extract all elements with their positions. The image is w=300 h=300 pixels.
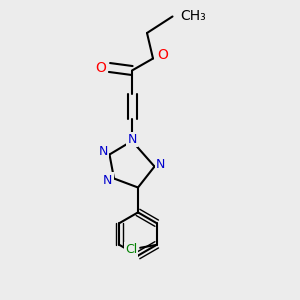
Text: O: O — [158, 49, 168, 62]
Text: CH₃: CH₃ — [180, 10, 206, 23]
Text: Cl: Cl — [125, 243, 137, 256]
Text: N: N — [99, 145, 108, 158]
Text: O: O — [96, 61, 106, 74]
Text: N: N — [127, 133, 137, 146]
Text: N: N — [103, 173, 112, 187]
Text: N: N — [156, 158, 165, 172]
